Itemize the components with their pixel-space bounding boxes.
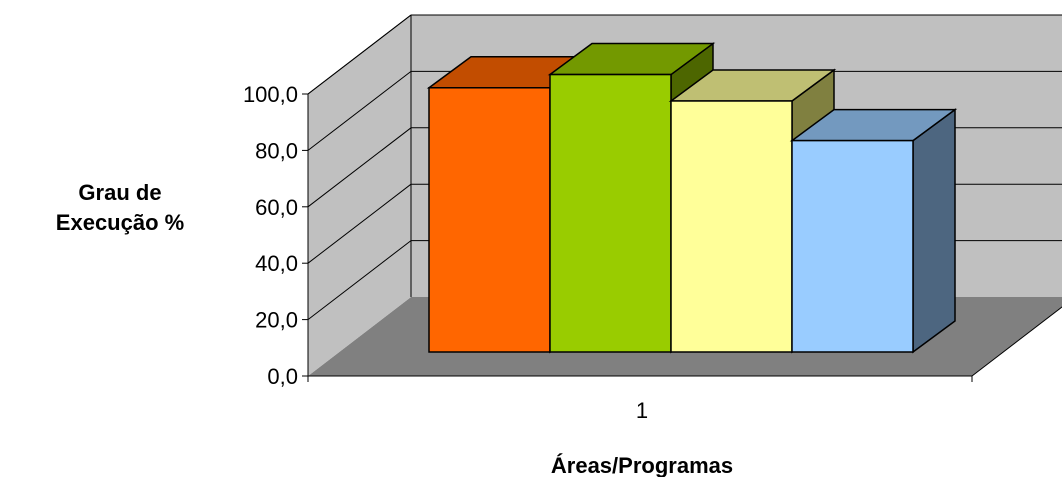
bar-side [912, 108, 956, 354]
gridline-side [307, 14, 412, 95]
y-tick-label: 80,0 [255, 138, 298, 163]
y-tick-label: 20,0 [255, 308, 298, 333]
y-axis-title-line-2: Execução % [55, 210, 185, 235]
bar-4 [789, 108, 958, 354]
bar-front [791, 139, 914, 353]
gridline-side [307, 240, 412, 320]
y-tick-labels: 0,0 20,0 40,0 60,0 80,0 100,0 [243, 82, 298, 389]
x-axis-title: Áreas/Programas [551, 453, 733, 477]
y-tick-label: 100,0 [243, 82, 298, 107]
side-wall [308, 15, 411, 376]
axes [302, 93, 1062, 382]
bars [426, 42, 958, 354]
y-tick-label: 40,0 [255, 251, 298, 276]
gridline-side [307, 183, 412, 264]
y-axis-title: Grau de Execução % [20, 178, 220, 238]
y-tick-label: 60,0 [255, 195, 298, 220]
bar-front [670, 100, 793, 353]
bar-front [549, 73, 672, 353]
gridline-side [307, 127, 412, 208]
y-tick-label: 0,0 [267, 364, 298, 389]
x-tick-label: 1 [636, 398, 648, 423]
floor-right-edge [971, 306, 1062, 377]
bar-front [428, 87, 551, 353]
gridline-side [307, 71, 412, 151]
y-axis-title-line-1: Grau de [78, 180, 162, 205]
